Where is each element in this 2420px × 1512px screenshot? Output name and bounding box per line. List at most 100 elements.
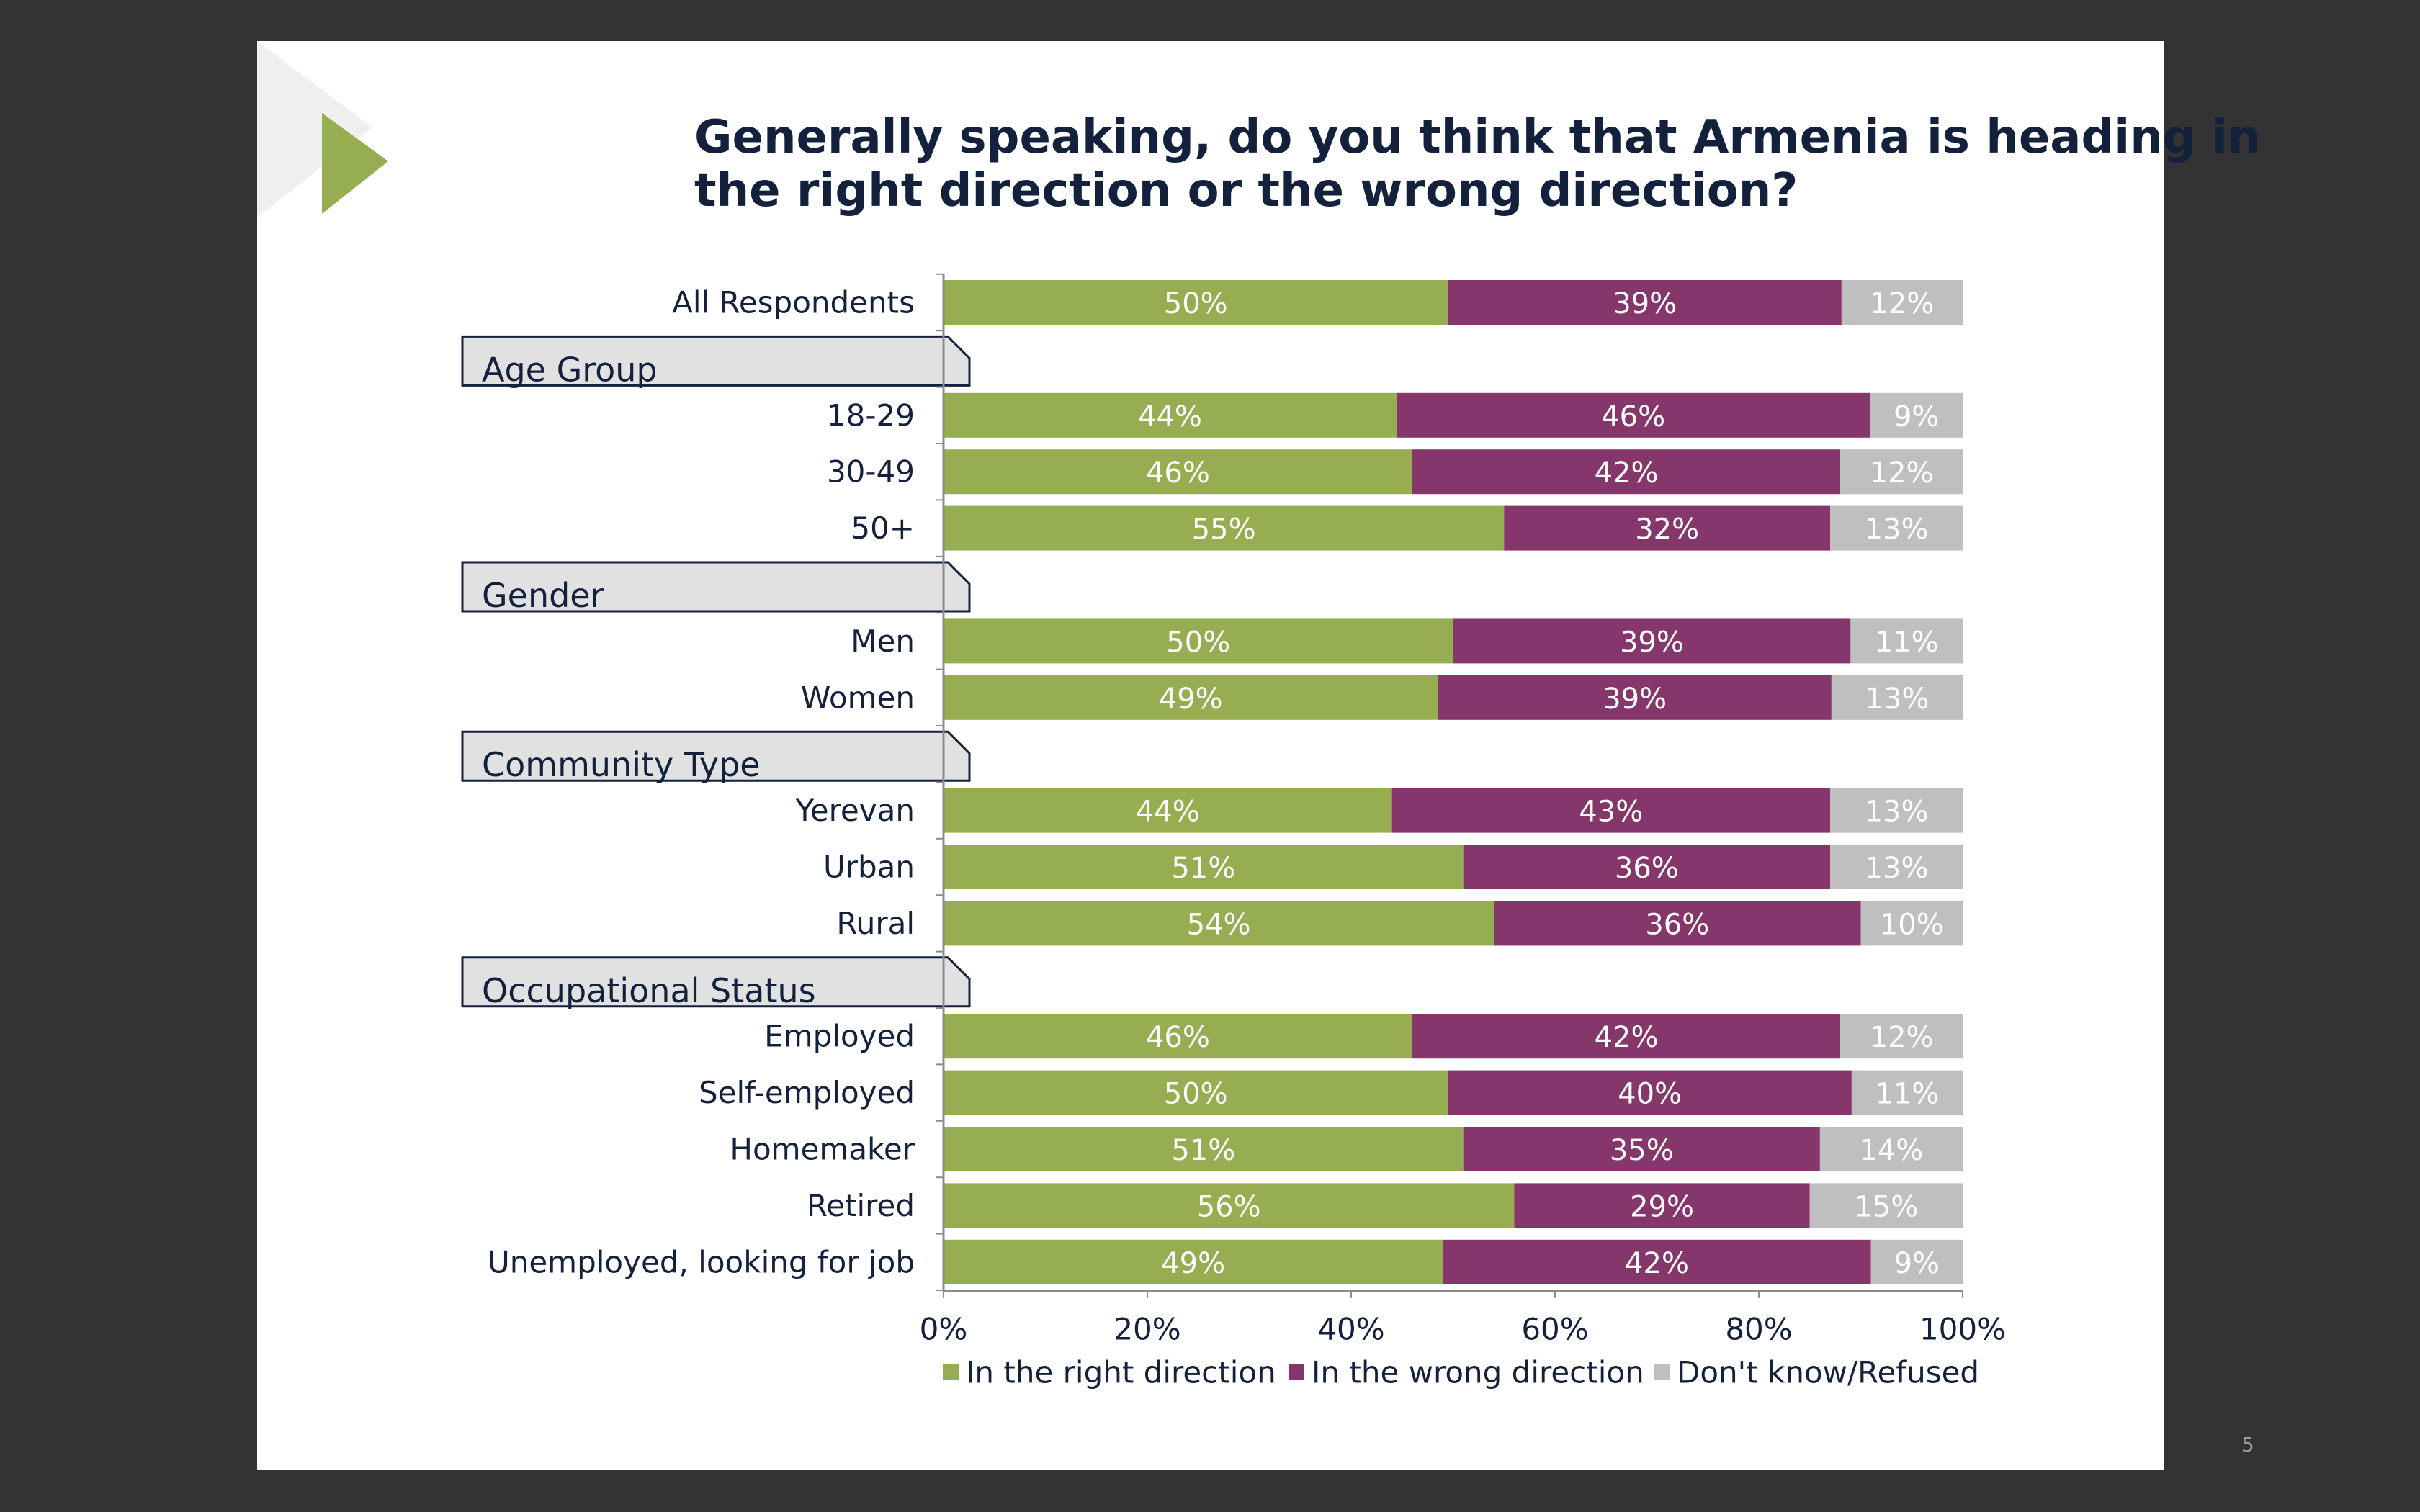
row-label: 18-29 xyxy=(827,397,915,433)
bar-segment-dont-know xyxy=(1819,1127,1963,1171)
data-label: 29% xyxy=(1630,1190,1694,1223)
legend-label-in-the-right-direction: In the right direction xyxy=(966,1355,1276,1390)
data-label: 50% xyxy=(1164,1078,1228,1111)
bar-segment-wrong xyxy=(1448,1070,1852,1115)
data-label: 40% xyxy=(1618,1078,1682,1111)
bar-segment-dont-know xyxy=(1830,788,1963,833)
row-label: Unemployed, looking for job xyxy=(488,1244,915,1279)
bar-segment-dont-know xyxy=(1840,1014,1963,1059)
bar-segment-right xyxy=(944,675,1438,720)
data-label: 49% xyxy=(1159,683,1223,716)
data-label: 12% xyxy=(1870,456,1934,490)
data-label: 11% xyxy=(1875,626,1939,659)
bar-segment-dont-know xyxy=(1851,1070,1963,1115)
data-label: 42% xyxy=(1625,1247,1689,1280)
data-label: 46% xyxy=(1601,400,1665,433)
bar-segment-wrong xyxy=(1463,1127,1820,1171)
bar-segment-wrong xyxy=(1504,505,1831,551)
bar-segment-wrong xyxy=(1396,392,1870,438)
slide-decoration xyxy=(257,41,388,217)
data-label: 50% xyxy=(1164,287,1228,320)
bar-segment-wrong xyxy=(1448,280,1842,325)
bar-segment-right xyxy=(944,505,1505,551)
data-label: 54% xyxy=(1187,908,1251,941)
bar-segment-right xyxy=(944,788,1392,833)
legend-label-don-t-know-refused: Don't know/Refused xyxy=(1677,1355,1979,1390)
bar-segment-right xyxy=(944,1014,1412,1059)
background-triangle-shape xyxy=(257,41,372,217)
data-label: 36% xyxy=(1645,908,1709,941)
data-label: 56% xyxy=(1197,1190,1261,1223)
bar-segment-dont-know xyxy=(1841,280,1963,325)
row-label: Yerevan xyxy=(795,793,915,828)
legend-swatch-in-the-right-direction xyxy=(943,1364,959,1380)
data-label: 12% xyxy=(1870,1021,1934,1054)
bar-segment-right xyxy=(944,1239,1443,1284)
data-label: 36% xyxy=(1615,852,1679,885)
group-header-box xyxy=(461,561,971,613)
bar-segment-dont-know xyxy=(1831,675,1963,720)
row-label: Employed xyxy=(764,1019,915,1054)
bar-segment-dont-know xyxy=(1870,1239,1963,1284)
bar-segment-right xyxy=(944,901,1494,946)
data-label: 39% xyxy=(1620,626,1684,659)
row-label: All Respondents xyxy=(672,285,915,320)
data-label: 44% xyxy=(1136,796,1200,829)
row-label: Rural xyxy=(836,906,915,941)
accent-triangle-icon xyxy=(322,113,388,214)
bar-segment-wrong xyxy=(1412,449,1841,495)
legend-swatch-in-the-wrong-direction xyxy=(1289,1364,1304,1380)
data-label: 12% xyxy=(1870,287,1934,320)
row-label: Retired xyxy=(807,1188,915,1223)
data-label: 39% xyxy=(1603,683,1667,716)
row-label: 50+ xyxy=(851,510,915,546)
row-label: Men xyxy=(851,624,915,659)
group-header-label: Gender xyxy=(482,576,604,615)
bar-segment-right xyxy=(944,280,1448,325)
bar-segment-wrong xyxy=(1514,1183,1810,1228)
group-header-label: Age Group xyxy=(482,350,658,389)
bar-segment-wrong xyxy=(1443,1239,1871,1284)
bar-segment-dont-know xyxy=(1840,449,1963,495)
group-header-label: Community Type xyxy=(482,745,761,784)
bar-segment-wrong xyxy=(1412,1014,1841,1059)
data-label: 42% xyxy=(1595,456,1659,490)
bar-segment-dont-know xyxy=(1830,505,1963,551)
x-tick-label: 100% xyxy=(1919,1312,2006,1347)
legend-label-in-the-wrong-direction: In the wrong direction xyxy=(1312,1355,1644,1390)
row-label: Self-employed xyxy=(699,1075,915,1110)
bar-segment-right xyxy=(944,392,1397,438)
page-number: 5 xyxy=(2241,1433,2254,1457)
data-label: 39% xyxy=(1613,287,1677,320)
x-tick-label: 20% xyxy=(1113,1312,1180,1347)
group-header-box xyxy=(461,956,971,1008)
data-label: 10% xyxy=(1880,908,1944,941)
data-label: 50% xyxy=(1166,626,1230,659)
x-tick-label: 80% xyxy=(1725,1312,1792,1347)
row-label: Urban xyxy=(823,850,915,885)
data-label: 51% xyxy=(1171,852,1235,885)
x-tick-label: 0% xyxy=(920,1312,968,1347)
data-label: 13% xyxy=(1865,796,1929,829)
bar-segment-wrong xyxy=(1438,675,1832,720)
data-label: 46% xyxy=(1146,1021,1210,1054)
bar-segment-wrong xyxy=(1453,618,1851,664)
x-tick-label: 60% xyxy=(1521,1312,1588,1347)
data-label: 32% xyxy=(1635,513,1699,546)
data-label: 49% xyxy=(1161,1247,1225,1280)
data-label: 11% xyxy=(1875,1078,1939,1111)
data-label: 14% xyxy=(1859,1134,1923,1167)
bar-segment-right xyxy=(944,618,1453,664)
row-label: 30-49 xyxy=(827,454,915,490)
data-label: 43% xyxy=(1579,796,1643,829)
group-header-label: Occupational Status xyxy=(482,971,816,1010)
bar-segment-right xyxy=(944,1127,1464,1171)
group-header-box xyxy=(461,335,971,387)
group-header-box xyxy=(461,730,971,782)
bar-segment-wrong xyxy=(1494,901,1861,946)
bar-segment-wrong xyxy=(1463,845,1831,889)
x-tick-label: 40% xyxy=(1317,1312,1384,1347)
bar-segment-dont-know xyxy=(1830,845,1963,889)
data-label: 42% xyxy=(1595,1021,1659,1054)
